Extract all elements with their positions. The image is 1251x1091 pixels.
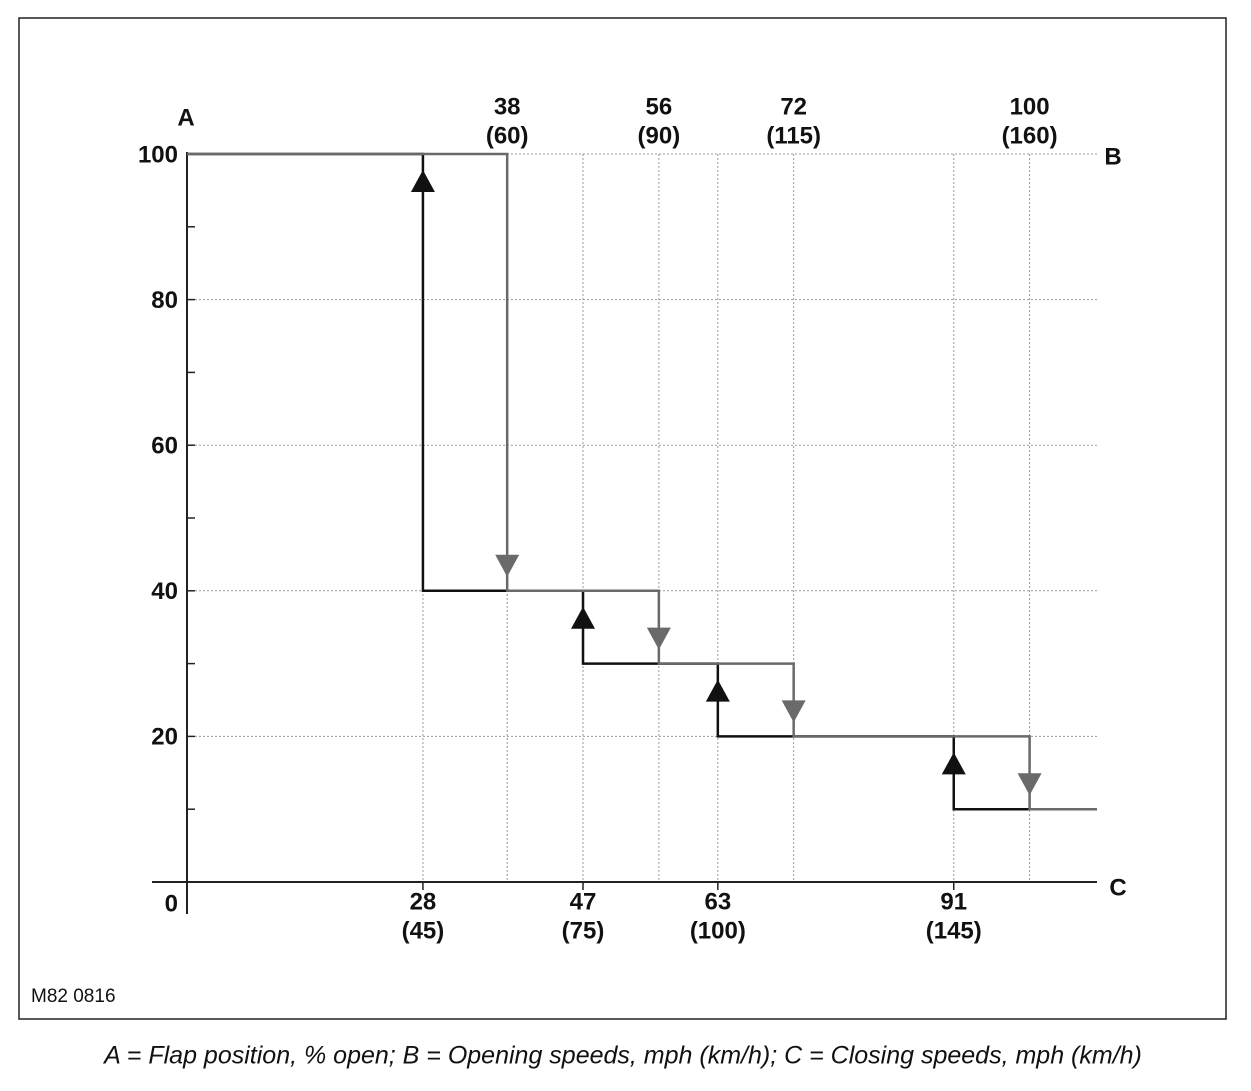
y-axis-label: A [177,104,194,131]
direction-arrow [571,606,596,629]
x2-tick-sublabel: (115) [766,122,821,149]
frame [18,17,1227,1020]
direction-arrow [1017,773,1042,796]
direction-arrow [781,700,806,723]
x2-tick-sublabel: (160) [1002,122,1058,149]
x2-tick-label: 38 [494,93,521,120]
step-line [187,152,1097,811]
x2-tick-label: 56 [646,93,673,120]
direction-arrow [410,170,435,192]
direction-arrow [495,554,520,577]
x2-tick-label: 100 [1010,93,1050,120]
y-tick-label: 0 [165,890,178,917]
step-line [187,152,1097,811]
x-axis-label: C [1109,874,1126,901]
direction-arrow [646,627,671,650]
x2-tick-sublabel: (60) [486,122,529,149]
x-tick-sublabel: (100) [690,917,746,944]
x-tick-label: 91 [940,888,967,915]
direction-arrow [941,752,966,775]
x2-tick-label: 72 [780,93,807,120]
y-tick-label: 60 [151,433,178,460]
x-tick-label: 28 [410,888,437,915]
y-tick-label: 20 [151,724,178,751]
x-tick-label: 47 [570,888,597,915]
y-tick-label: 100 [138,141,178,168]
x2-axis-label: B [1104,143,1121,170]
x-tick-sublabel: (45) [402,917,445,944]
figure-code: M82 0816 [31,986,116,1007]
x-tick-sublabel: (75) [562,917,605,944]
direction-arrow [705,679,730,702]
y-tick-label: 40 [151,578,178,605]
x-tick-sublabel: (145) [926,917,982,944]
x-tick-label: 63 [704,888,731,915]
x2-tick-sublabel: (90) [638,122,681,149]
caption: A = Flap position, % open; B = Opening s… [102,1042,1142,1070]
y-tick-label: 80 [151,287,178,314]
